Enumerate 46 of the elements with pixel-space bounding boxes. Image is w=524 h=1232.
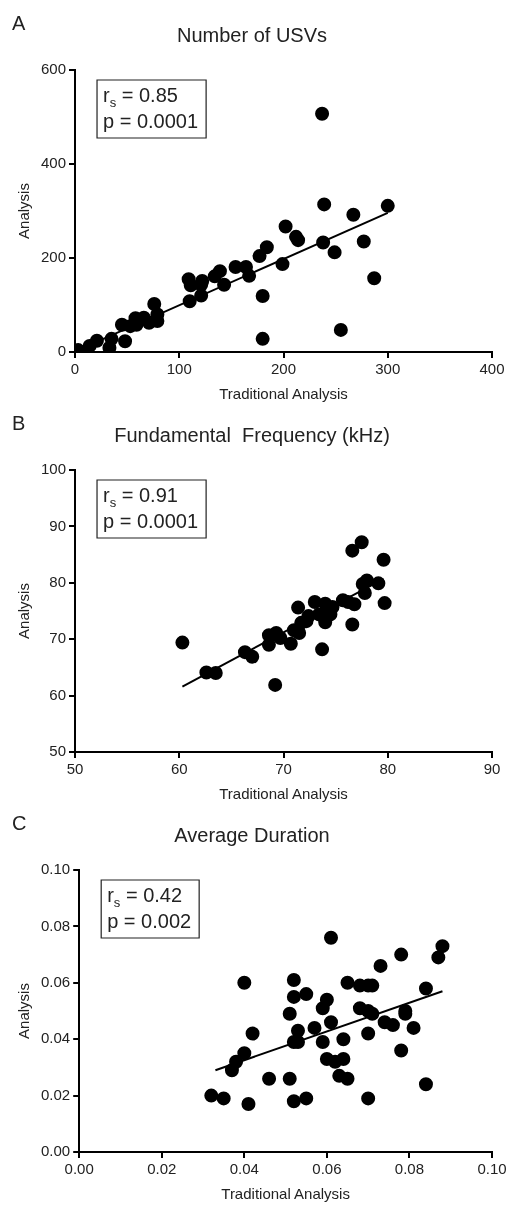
y-tick-label: 600 [41,60,67,78]
y-tick-label: 0.02 [40,1085,71,1103]
x-tick-label: 200 [271,360,297,378]
y-axis-title: Analysis [15,583,33,639]
x-tick-label: 50 [66,760,84,778]
y-tick-label: 60 [49,685,67,703]
text: A [12,12,26,34]
y-tick-label: 80 [49,572,67,590]
y-axis-title: Analysis [15,183,33,239]
chart-title: Number of USVs [176,23,328,46]
x-tick-label: 80 [379,760,397,778]
y-tick-label: 200 [41,248,67,266]
y-tick-label: 70 [49,629,67,647]
x-tick-label: 60 [170,760,188,778]
x-axis-title: Traditional Analysis [219,785,348,803]
y-tick-label: 90 [49,516,67,534]
x-tick-label: 0.06 [312,1160,342,1178]
chart-title: Fundamental Frequency (kHz) [114,423,390,446]
y-tick-label: 0.04 [40,1029,71,1047]
annotation: p = 0.002 [107,910,192,932]
x-tick-label: 0.10 [477,1160,507,1178]
y-tick-label: 0.06 [40,972,71,990]
x-tick-label: 0.00 [64,1160,94,1178]
x-tick-label: 70 [275,760,292,778]
x-tick-label: 100 [166,360,192,378]
x-tick-label: 0.08 [394,1160,425,1178]
x-tick-label: 90 [483,760,501,778]
y-tick-label: 0.08 [40,916,71,934]
x-tick-label: 0.04 [229,1160,259,1178]
text: B [12,412,26,434]
y-tick-label: 0 [57,342,67,360]
y-tick-label: 0.00 [40,1142,71,1160]
y-axis-title: Analysis [15,983,33,1039]
x-tick-label: 300 [375,360,401,378]
annotation: p = 0.0001 [103,110,199,132]
chart-title: Average Duration [174,823,330,846]
annotation: p = 0.0001 [103,510,199,532]
x-axis-title: Traditional Analysis [219,385,348,403]
x-tick-label: 400 [479,360,505,378]
y-tick-label: 400 [41,154,67,172]
y-tick-label: 0.10 [40,860,71,878]
y-tick-label: 50 [49,742,67,760]
text: C [12,812,27,834]
y-tick-label: 100 [41,460,67,478]
x-tick-label: 0.02 [147,1160,177,1178]
x-axis-title: Traditional Analysis [221,1185,350,1203]
